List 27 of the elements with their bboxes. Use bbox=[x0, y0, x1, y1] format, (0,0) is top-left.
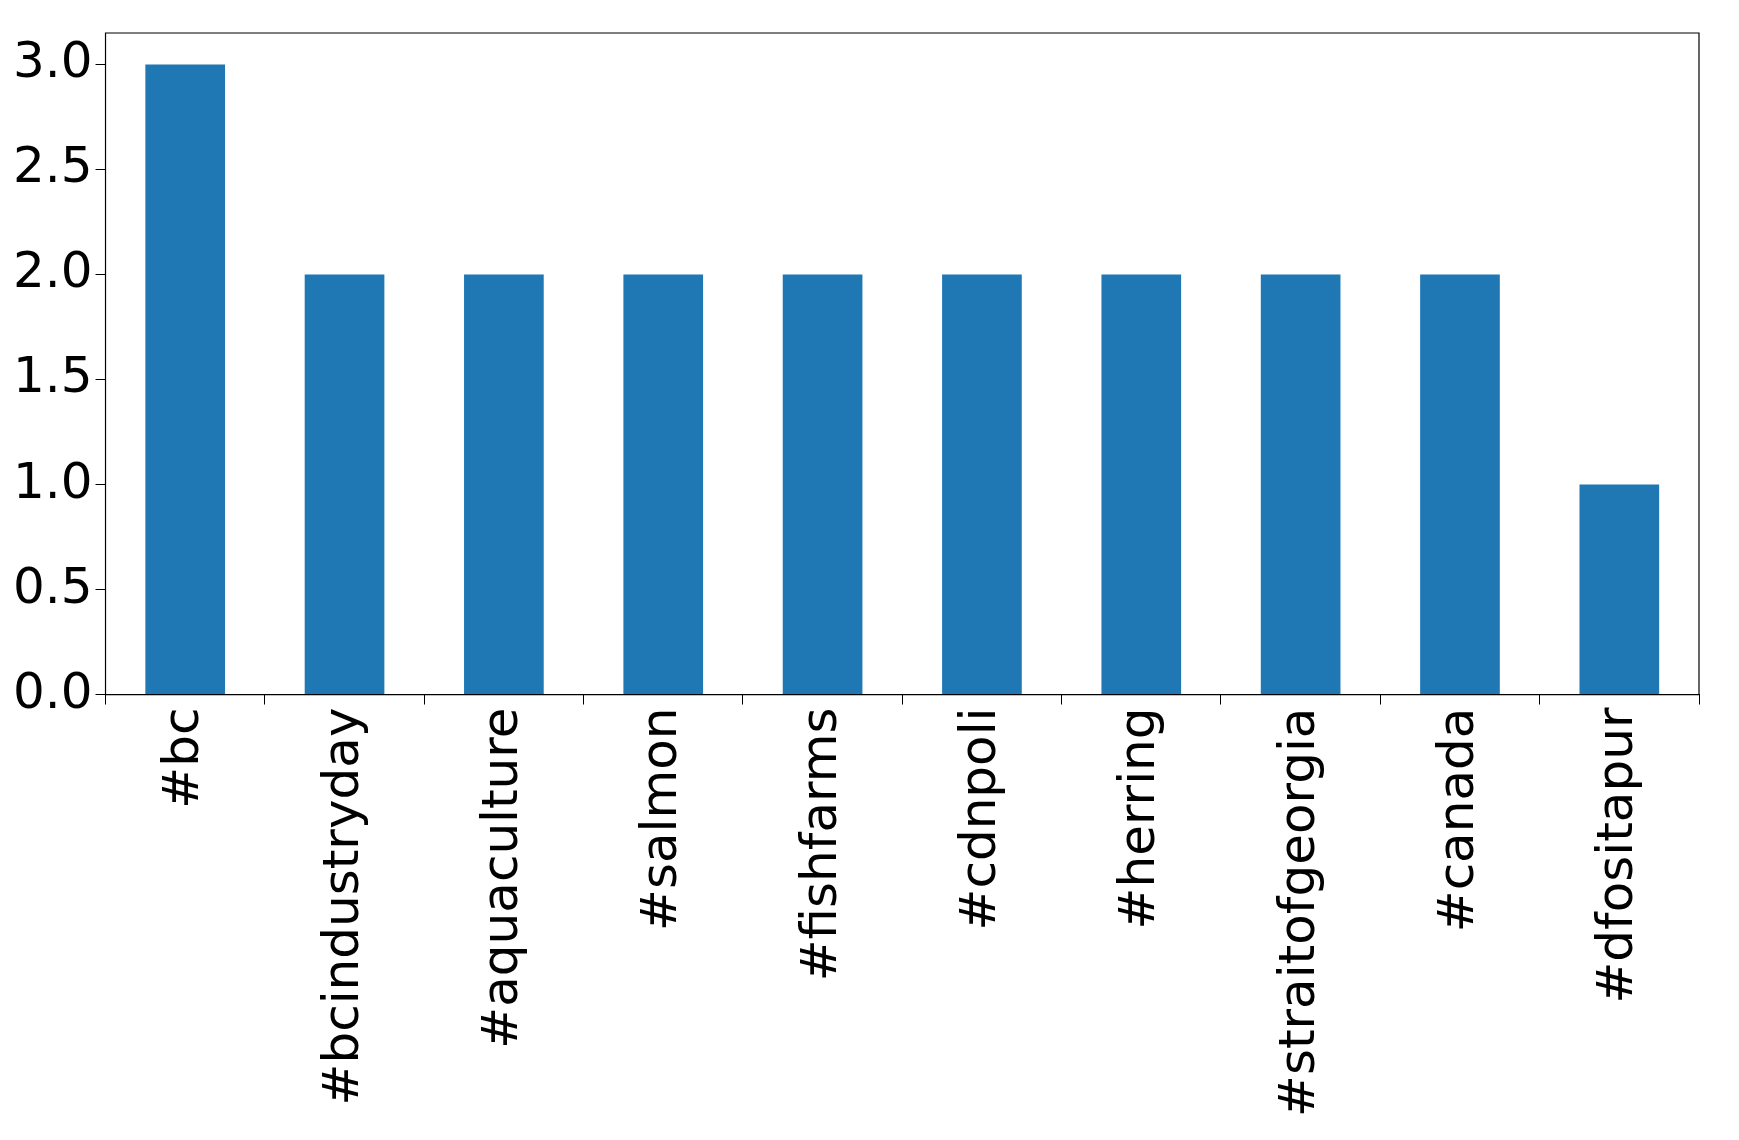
bar bbox=[145, 64, 226, 695]
bar bbox=[1101, 274, 1182, 695]
y-tick-label: 2.0 bbox=[12, 241, 93, 300]
bar bbox=[1579, 484, 1660, 695]
x-tick-label: #aquaculture bbox=[470, 707, 529, 1049]
bar bbox=[1260, 274, 1341, 695]
y-tick-label: 0.5 bbox=[12, 556, 93, 615]
y-tick-label: 3.0 bbox=[12, 31, 93, 90]
bar bbox=[464, 274, 544, 695]
x-tick-label: #canada bbox=[1426, 707, 1485, 933]
bar bbox=[942, 274, 1022, 695]
y-tick-label: 0.0 bbox=[12, 661, 93, 720]
bar bbox=[623, 274, 704, 695]
bar bbox=[782, 274, 863, 695]
x-tick-label: #fishfarms bbox=[789, 707, 848, 982]
y-tick-label: 1.0 bbox=[12, 451, 93, 510]
bar bbox=[1420, 274, 1500, 695]
x-tick-label: #cdnpoli bbox=[948, 707, 1007, 931]
x-tick-label: #bc bbox=[152, 707, 211, 809]
y-tick-label: 1.5 bbox=[12, 346, 93, 405]
y-tick-label: 2.5 bbox=[12, 136, 93, 195]
x-tick-label: #dfositapur bbox=[1586, 707, 1645, 1004]
x-tick-label: #straitofgeorgia bbox=[1267, 707, 1326, 1118]
bar bbox=[304, 274, 385, 695]
x-tick-label: #salmon bbox=[630, 707, 689, 931]
x-tick-label: #bcindustryday bbox=[311, 707, 370, 1106]
x-tick-label: #herring bbox=[1108, 707, 1167, 930]
